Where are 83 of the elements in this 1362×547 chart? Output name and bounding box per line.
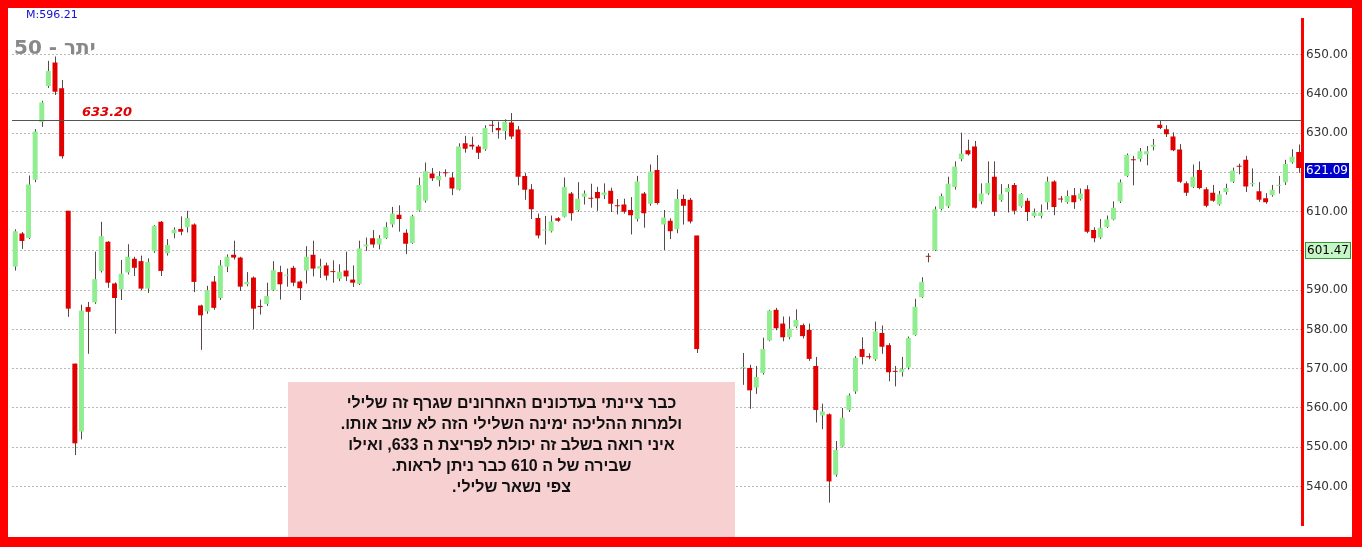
candlestick: [1276, 175, 1282, 195]
candlestick: [535, 213, 541, 239]
candlestick: [899, 356, 905, 378]
y-tick-label: 650.00: [1306, 46, 1348, 61]
candlestick: [753, 365, 759, 395]
candlestick: [39, 100, 45, 128]
y-tick-label: 580.00: [1306, 321, 1348, 336]
ref-line-label: 633.20: [82, 103, 133, 119]
candlestick: [594, 186, 600, 212]
candlestick: [1044, 176, 1050, 211]
candlestick: [879, 325, 885, 355]
candlestick: [1196, 160, 1202, 190]
candlestick: [687, 197, 693, 224]
candlestick: [178, 215, 184, 236]
candlestick: [628, 196, 634, 235]
candlestick: [641, 191, 647, 229]
candlestick: [661, 209, 667, 251]
y-tick-label: 640.00: [1306, 85, 1348, 100]
candlestick: [270, 260, 276, 292]
candlestick: [403, 228, 409, 255]
candlestick: [284, 268, 290, 288]
candlestick: [667, 217, 673, 240]
candlestick: [1071, 187, 1077, 210]
y-tick-label: 550.00: [1306, 439, 1348, 454]
candlestick: [747, 364, 753, 410]
candlestick: [793, 308, 799, 329]
candlestick: [680, 194, 686, 226]
candlestick: [350, 264, 356, 288]
candlestick: [588, 183, 594, 209]
candlestick: [1097, 218, 1103, 240]
text: יתר - 50: [14, 35, 96, 59]
candlestick: [184, 210, 190, 233]
annotation: M:596.21: [26, 8, 78, 21]
candlestick: [1024, 197, 1030, 222]
y-tick-label: 570.00: [1306, 360, 1348, 375]
candlestick: [264, 282, 270, 307]
candlestick: [1117, 178, 1123, 204]
candlestick: [1130, 155, 1136, 186]
candlestick: [442, 168, 448, 178]
candlestick: [846, 392, 852, 413]
candlestick: [303, 245, 309, 284]
candlestick: [389, 206, 395, 228]
candlestick: [118, 259, 124, 301]
candlestick: [1282, 159, 1288, 186]
text: 621.09: [1305, 163, 1349, 178]
candlestick: [85, 301, 91, 355]
candlestick: [958, 132, 964, 162]
y-tick-label: 560.00: [1306, 400, 1348, 415]
candlestick: [1005, 183, 1011, 213]
candlestick: [575, 181, 581, 213]
text: 601.47: [1305, 242, 1351, 259]
y-tick-label: 610.00: [1306, 203, 1348, 218]
candlestick: [449, 171, 455, 196]
candlestick: [277, 265, 283, 301]
candlestick: [198, 304, 204, 351]
y-tick-label: 540.00: [1306, 478, 1348, 493]
candlestick: [1110, 200, 1116, 221]
y-tick-label: 590.00: [1306, 282, 1348, 297]
candlestick: [502, 118, 508, 141]
candlestick: [92, 251, 98, 305]
candlestick: [985, 160, 991, 196]
candlestick: [125, 243, 131, 275]
candlestick: [1190, 164, 1196, 189]
candlestick: [317, 258, 323, 279]
candlestick: [528, 183, 534, 220]
candlestick: [1144, 145, 1150, 166]
candlestick: [786, 315, 792, 340]
candlestick: [112, 281, 118, 335]
annotation: כבר ציינתי בעדכונים האחרונים שגרף זה שלילי ולמרות ההליכה ימינה השלילי הזה לא עוזב אותו. איני רואה בשלב זה יכולת לפריצת ה 633, ואילו שבירה של ה 610 כבר ניתן לראות. צפי נשאר שלילי.: [339, 393, 684, 497]
candlestick: [508, 112, 514, 140]
candlestick: [1124, 153, 1130, 178]
candlestick: [1296, 143, 1302, 174]
candlestick: [231, 240, 237, 261]
candlestick: [131, 256, 137, 277]
candlestick: [542, 215, 548, 246]
candlestick: [978, 182, 984, 205]
candlestick: [608, 187, 614, 213]
candlestick: [919, 276, 925, 299]
candlestick: [892, 365, 898, 387]
y-tick-label: 630.00: [1306, 125, 1348, 140]
candlestick: [204, 285, 210, 315]
candlestick: [45, 60, 51, 89]
candlestick: [760, 337, 766, 376]
